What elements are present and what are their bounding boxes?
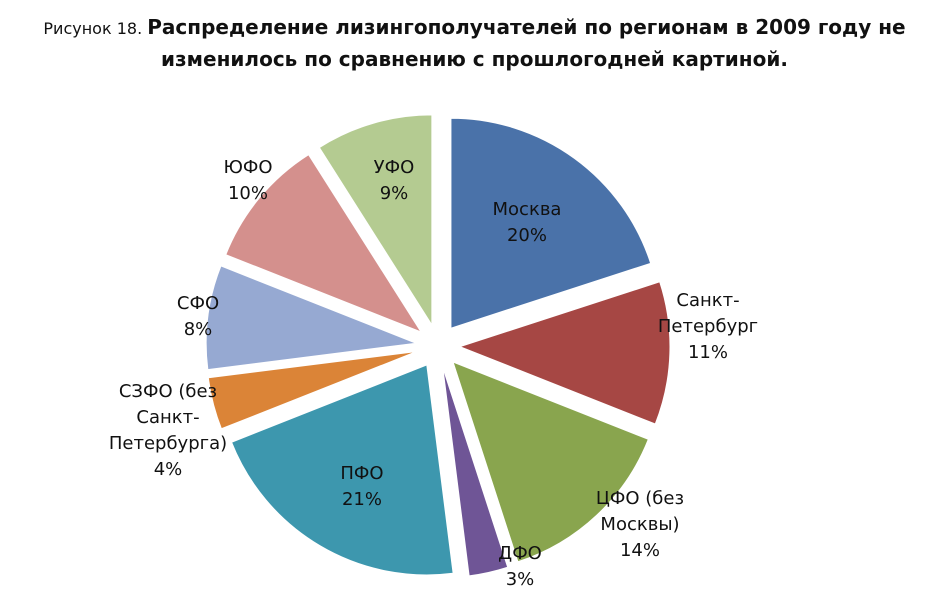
slice-name-label: Петербурга) — [109, 433, 227, 454]
slice-label-2: Санкт- Петербург 11% — [658, 290, 758, 363]
slice-name-label: Москва — [493, 199, 562, 220]
slice-name-label: Петербург — [658, 316, 758, 337]
pie-slice-3 — [452, 361, 649, 563]
slice-value-label: 8% — [184, 319, 213, 340]
slice-name-label: Москвы) — [600, 514, 679, 535]
slice-name-label: ПФО — [340, 463, 383, 484]
slice-value-label: 3% — [506, 569, 535, 590]
pie-slice-2 — [458, 281, 671, 425]
slice-name-label: ЮФО — [223, 157, 272, 178]
slice-name-label: ЦФО (без — [596, 488, 684, 509]
pie-slice-9 — [318, 114, 433, 327]
slice-label-4: ДФО 3% — [498, 543, 542, 590]
slice-label-7: СФО 8% — [177, 293, 219, 340]
slice-value-label: 10% — [228, 183, 268, 204]
slice-value-label: 21% — [342, 489, 382, 510]
slice-value-label: 9% — [380, 183, 409, 204]
slice-label-1: Москва 20% — [493, 199, 562, 246]
pie-slice-5 — [230, 364, 454, 576]
pie-slices — [205, 114, 671, 577]
slice-label-3: ЦФО (без Москвы) 14% — [596, 488, 684, 561]
slice-name-label: ДФО — [498, 543, 542, 564]
slice-value-label: 11% — [688, 342, 728, 363]
pie-slice-1 — [450, 117, 652, 329]
pie-slice-8 — [225, 153, 423, 334]
pie-labels: Москва 20% Санкт- Петербург 11% ЦФО (без Москв… — [109, 157, 758, 590]
slice-label-9: УФО 9% — [374, 157, 415, 204]
slice-value-label: 20% — [507, 225, 547, 246]
pie-slice-7 — [205, 265, 417, 371]
slice-label-8: ЮФО 10% — [223, 157, 272, 204]
chart-caption: Рисунок 18. Распределение лизингополучат… — [0, 12, 949, 74]
slice-name-label: СФО — [177, 293, 219, 314]
chart-title-line-1: Распределение лизингополучателей по реги… — [147, 15, 906, 39]
chart-title-line-2: изменилось по сравнению с прошлогодней к… — [161, 47, 788, 71]
slice-name-label: УФО — [374, 157, 415, 178]
slice-label-6: СЗФО (без Санкт- Петербурга) 4% — [109, 381, 227, 480]
slice-name-label: СЗФО (без — [119, 381, 217, 402]
pie-slice-4 — [442, 367, 509, 577]
slice-value-label: 14% — [620, 540, 660, 561]
caption-line-1: Рисунок 18. Распределение лизингополучат… — [0, 12, 949, 44]
figure-label: Рисунок 18. — [43, 19, 143, 38]
slice-label-5: ПФО 21% — [340, 463, 383, 510]
slice-name-label: Санкт- — [676, 290, 739, 311]
pie-slice-6 — [207, 350, 417, 430]
slice-name-label: Санкт- — [136, 407, 199, 428]
slice-value-label: 4% — [154, 459, 183, 480]
